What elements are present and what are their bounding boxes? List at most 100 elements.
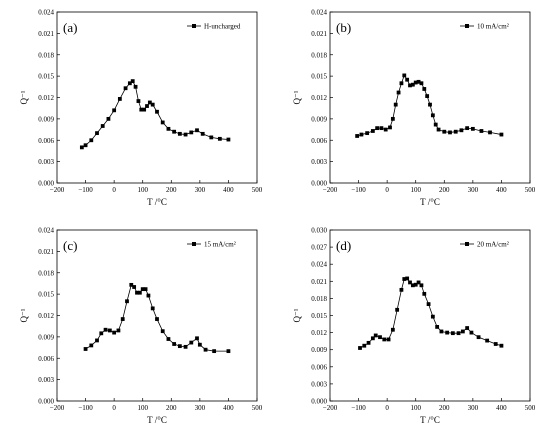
data-point: [112, 108, 117, 113]
data-point: [79, 145, 84, 150]
data-point: [83, 347, 88, 351]
data-point: [150, 102, 155, 107]
legend-label: 20 mA/cm²: [477, 241, 509, 249]
y-tick-label: 0.009: [38, 333, 54, 341]
data-point: [448, 130, 452, 135]
legend-label: 15 mA/cm²: [204, 241, 236, 249]
x-tick-label: 200: [439, 186, 450, 194]
y-tick-label: 0.021: [38, 30, 54, 38]
data-point: [382, 337, 387, 342]
data-point: [132, 285, 137, 289]
data-point: [479, 129, 484, 133]
data-point: [428, 102, 432, 107]
chart-panel: −200 −100 0 100 200 300 400 500 0.000 0.003 0.006 0…: [292, 227, 536, 426]
data-point: [383, 127, 388, 132]
data-point: [112, 330, 117, 335]
legend-label: H-uncharged: [204, 23, 241, 31]
data-point: [120, 317, 125, 321]
y-tick-label: 0.018: [38, 51, 54, 59]
data-point: [453, 129, 458, 134]
data-point: [399, 81, 404, 86]
data-point: [410, 82, 415, 87]
data-point: [425, 94, 430, 98]
y-tick-label: 0.024: [311, 9, 327, 17]
data-point: [172, 342, 177, 346]
data-point: [123, 86, 128, 91]
x-tick-label: 300: [195, 404, 206, 412]
data-point: [107, 328, 112, 333]
y-axis-label: Q⁻¹: [19, 90, 29, 104]
data-point: [355, 134, 360, 138]
data-point: [172, 129, 177, 134]
data-point: [146, 293, 151, 298]
data-point: [399, 287, 404, 292]
data-point: [125, 299, 129, 304]
y-tick-label: 0.021: [311, 30, 327, 38]
data-point: [430, 113, 435, 118]
x-axis-label: T /°C: [420, 197, 440, 207]
data-point: [135, 290, 139, 295]
y-tick-label: 0.018: [38, 269, 54, 277]
x-tick-label: 400: [496, 404, 507, 412]
plot-frame: [56, 11, 258, 184]
data-point: [89, 343, 94, 348]
data-point: [189, 130, 194, 135]
panel-label: (c): [63, 238, 77, 253]
data-point: [405, 276, 410, 281]
y-axis-label: Q⁻¹: [292, 308, 302, 322]
y-tick-label: 0.000: [311, 180, 327, 188]
data-point: [402, 73, 407, 78]
data-point: [499, 132, 504, 137]
data-point: [413, 80, 418, 85]
data-point: [485, 338, 490, 343]
y-tick-label: 0.015: [38, 291, 54, 299]
y-tick-label: 0.009: [311, 115, 327, 123]
data-point: [430, 314, 435, 319]
y-tick-label: 0.003: [38, 376, 54, 384]
data-point: [160, 120, 165, 125]
data-point: [166, 337, 171, 341]
x-tick-label: 0: [385, 404, 389, 412]
data-point: [469, 330, 474, 335]
x-tick-label: 400: [223, 404, 234, 412]
data-point: [499, 343, 504, 348]
data-point: [150, 306, 155, 311]
chart-panel: −200 −100 0 100 200 300 400 500 0.000 0.003 0.006 0…: [292, 9, 536, 208]
y-tick-label: 0.015: [311, 73, 327, 81]
x-tick-label: 200: [166, 404, 177, 412]
data-point: [379, 126, 384, 131]
y-tick-label: 0.018: [311, 295, 327, 303]
y-tick-label: 0.021: [38, 248, 54, 256]
data-point: [476, 335, 481, 340]
y-tick-label: 0.015: [38, 73, 54, 81]
data-point: [217, 136, 222, 141]
y-tick-label: 0.012: [311, 94, 327, 102]
y-tick-label: 0.006: [311, 137, 327, 145]
plot-frame: [329, 229, 531, 402]
data-point: [130, 79, 135, 84]
data-point: [445, 330, 450, 335]
data-point: [195, 336, 199, 341]
x-tick-label: −100: [351, 186, 366, 194]
data-point: [183, 344, 188, 349]
data-point: [127, 81, 132, 86]
data-point: [459, 128, 464, 133]
data-point: [493, 342, 498, 346]
data-point: [117, 97, 122, 101]
data-point: [465, 126, 470, 131]
data-point: [116, 328, 121, 333]
data-point: [402, 277, 407, 281]
x-tick-label: 400: [496, 186, 507, 194]
data-point: [212, 349, 217, 354]
legend-marker: [192, 24, 196, 28]
data-point: [436, 127, 441, 132]
data-point: [416, 79, 421, 84]
x-tick-label: 500: [525, 186, 536, 194]
data-point: [378, 335, 382, 340]
x-tick-label: 500: [252, 404, 263, 412]
data-point: [439, 329, 444, 334]
data-point: [393, 102, 398, 107]
x-tick-label: 100: [410, 186, 421, 194]
data-point: [410, 283, 415, 288]
data-point: [358, 346, 362, 350]
